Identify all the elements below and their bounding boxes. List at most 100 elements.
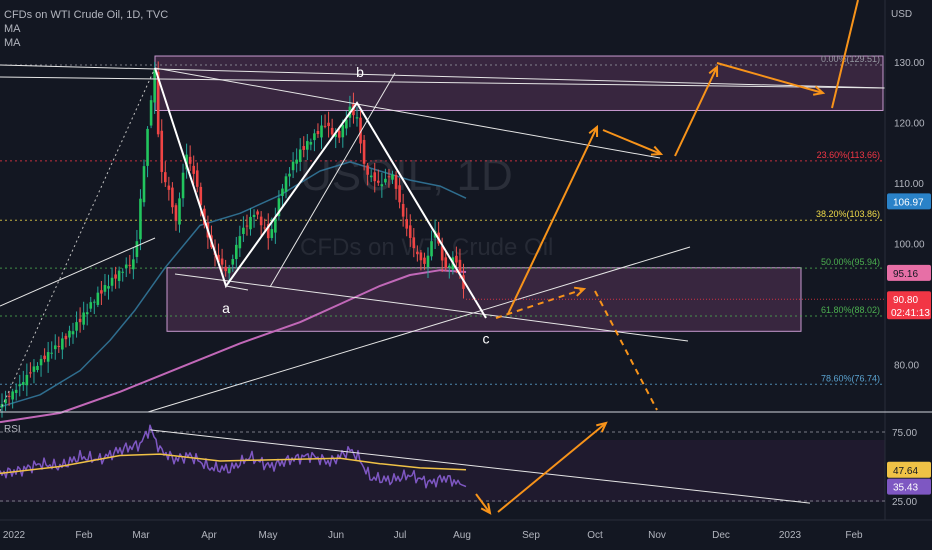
candle-body — [394, 174, 398, 189]
candle-body — [100, 290, 103, 294]
candle-body — [139, 198, 142, 240]
candle-body — [164, 172, 167, 183]
ma-slow-line — [0, 269, 467, 424]
candle-body — [391, 174, 394, 180]
candle-body — [330, 127, 334, 135]
candle-body — [4, 399, 7, 404]
candle-body — [174, 205, 178, 222]
candle-body — [46, 352, 50, 362]
candle-body — [355, 117, 359, 119]
candle-body — [149, 100, 153, 126]
candle-body — [298, 149, 302, 162]
candle-body — [235, 244, 238, 260]
trend-line-5 — [174, 273, 689, 342]
candle-body — [369, 175, 373, 178]
candle-body — [416, 251, 419, 255]
projection-arrow-3 — [674, 66, 718, 157]
candle-body — [199, 186, 203, 206]
candle-body — [96, 292, 100, 305]
candle-body — [224, 266, 227, 272]
candle-body — [61, 338, 64, 350]
price-badge-value-1: 95.16 — [893, 269, 918, 280]
wave-label-b: b — [356, 64, 364, 80]
candle-body — [295, 159, 298, 164]
candle-body — [274, 218, 277, 233]
chart-legend: CFDs on WTI Crude Oil, 1D, TVC MA MA — [4, 8, 168, 50]
symbol-title[interactable]: CFDs on WTI Crude Oil, 1D, TVC — [4, 9, 169, 21]
candle-body — [444, 257, 448, 269]
candle-body — [135, 241, 139, 257]
candle-body — [156, 71, 160, 135]
price-badge-2 — [887, 291, 931, 320]
candle-body — [270, 229, 274, 239]
projection-arrow-4 — [716, 62, 824, 94]
candle-body — [82, 312, 85, 325]
candle-body — [256, 211, 259, 215]
time-tick-nov: Nov — [648, 530, 666, 541]
time-tick-aug: Aug — [453, 530, 471, 541]
candle-body — [309, 142, 313, 145]
price-badge-0 — [887, 193, 931, 210]
fib-label-3: 50.00%(95.94) — [821, 257, 880, 267]
price-badge-1 — [887, 264, 931, 281]
trend-line-3 — [0, 64, 886, 89]
candle-body — [334, 134, 337, 137]
time-tick-jun: Jun — [328, 530, 344, 541]
candle-body — [366, 165, 369, 175]
fib-label-0: 0.00%(129.51) — [821, 54, 880, 64]
time-tick-sep: Sep — [522, 530, 540, 541]
candle-body — [64, 335, 68, 340]
candle-body — [359, 117, 362, 144]
candle-body — [341, 124, 345, 138]
candle-body — [121, 271, 124, 273]
projection-dashed-down — [594, 290, 658, 411]
candle-body — [430, 241, 433, 257]
candle-body — [266, 224, 270, 239]
candle-body — [11, 391, 14, 400]
axis-currency-label: USD — [891, 9, 912, 20]
candle-body — [345, 119, 348, 129]
candle-body — [160, 130, 164, 172]
candle-body — [323, 125, 327, 127]
candle-body — [313, 133, 316, 141]
indicator-ma-2[interactable]: MA — [4, 37, 21, 49]
candle-body — [25, 374, 29, 386]
time-tick-apr: Apr — [201, 530, 217, 541]
candle-body — [259, 216, 263, 226]
candle-body — [423, 257, 426, 264]
price-badge-value-2: 90.80 — [893, 295, 918, 306]
candle-body — [426, 255, 430, 268]
rsi-line — [0, 424, 467, 489]
candle-body — [227, 268, 231, 274]
candle-body — [238, 236, 242, 249]
rsi-badge-value-0: 47.64 — [893, 466, 918, 477]
price-tick-100: 100.00 — [894, 240, 925, 251]
candle-body — [14, 389, 18, 393]
fib-label-1: 23.60%(113.66) — [817, 150, 880, 160]
time-tick-dec: Dec — [712, 530, 730, 541]
trend-line-0 — [0, 76, 886, 89]
rsi-arrow-down — [475, 493, 491, 514]
trend-line-1 — [0, 237, 156, 307]
wave-a-ext — [225, 285, 249, 291]
price-badge-value-0: 106.97 — [893, 197, 924, 208]
watermark-symbol: USOIL, 1D — [300, 151, 513, 200]
time-tick-may: May — [259, 530, 278, 541]
time-tick-oct: Oct — [587, 530, 603, 541]
indicator-ma-1[interactable]: MA — [4, 23, 21, 35]
projection-dashed-up — [495, 288, 585, 319]
rsi-arrow-up-head — [596, 421, 608, 433]
rsi-trend-line — [149, 429, 811, 504]
price-tick-130: 130.00 — [894, 58, 925, 69]
candle-body — [448, 265, 451, 268]
candle-body — [377, 180, 380, 183]
candle-body — [57, 345, 61, 347]
candle-body — [128, 264, 132, 266]
candle-body — [380, 184, 384, 187]
candle-body — [110, 277, 114, 286]
candle-body — [78, 318, 82, 323]
rsi-badge-value-1: 35.43 — [893, 483, 918, 494]
candle-body — [181, 172, 185, 199]
candle-body — [53, 345, 57, 350]
